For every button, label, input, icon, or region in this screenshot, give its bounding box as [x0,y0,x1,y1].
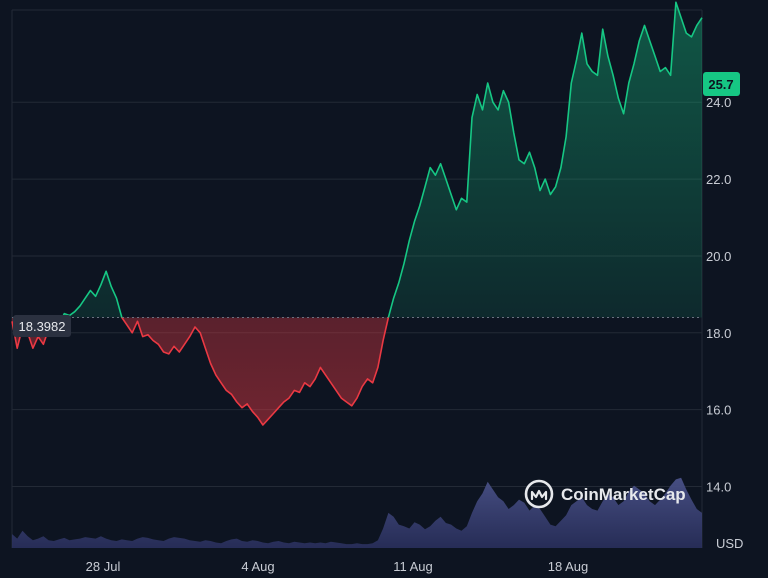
coinmarketcap-brand-text: CoinMarketCap [561,485,686,504]
price-line-up [61,1,703,318]
x-axis-ticks: 28 Jul 4 Aug 11 Aug 18 Aug [86,559,589,574]
baseline-price-label: 18.3982 [13,315,71,337]
price-area-below [12,317,702,425]
y-tick-label: 24.0 [706,95,731,110]
price-line-down [11,317,390,426]
x-tick-label: 4 Aug [241,559,274,574]
y-tick-label: 16.0 [706,403,731,418]
volume-area [12,477,702,548]
y-tick-label: 20.0 [706,249,731,264]
price-area-above [62,2,702,318]
price-line-layer [11,1,703,426]
x-tick-label: 11 Aug [393,559,433,574]
y-tick-label: 14.0 [706,480,731,495]
y-tick-label: 22.0 [706,172,731,187]
x-tick-label: 18 Aug [548,559,589,574]
coinmarketcap-logo-icon [524,479,554,509]
last-price-label: 25.7 [703,72,740,96]
baseline-price-text: 18.3982 [19,319,66,334]
last-price-text: 25.7 [708,77,733,92]
x-tick-label: 28 Jul [86,559,121,574]
coinmarketcap-watermark: CoinMarketCap [524,479,686,509]
y-axis-ticks: 14.0 16.0 18.0 20.0 22.0 24.0 [706,95,731,494]
price-area-layer [12,2,702,425]
y-tick-label: 18.0 [706,326,731,341]
volume-area-layer [12,477,702,548]
currency-unit-label: USD [716,536,743,551]
